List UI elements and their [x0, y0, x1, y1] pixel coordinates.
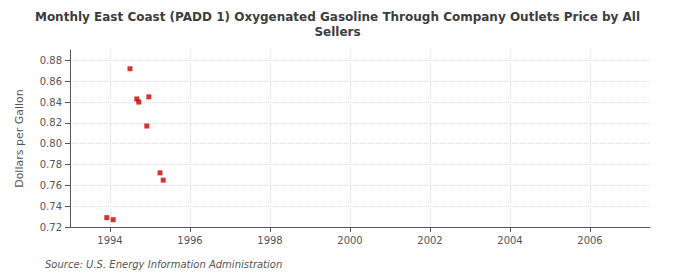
svg-text:1998: 1998 [257, 235, 282, 246]
svg-text:0.80: 0.80 [40, 138, 62, 149]
svg-text:0.72: 0.72 [40, 222, 62, 233]
svg-text:Source: U.S. Energy Informatio: Source: U.S. Energy Information Administ… [45, 259, 282, 270]
svg-text:0.82: 0.82 [40, 117, 62, 128]
svg-text:1994: 1994 [97, 235, 122, 246]
svg-text:Dollars per Gallon: Dollars per Gallon [13, 89, 26, 188]
svg-text:Sellers: Sellers [314, 25, 360, 39]
svg-text:2002: 2002 [417, 235, 442, 246]
svg-text:0.86: 0.86 [40, 76, 62, 87]
svg-text:2000: 2000 [337, 235, 362, 246]
svg-text:0.78: 0.78 [40, 159, 62, 170]
svg-text:0.76: 0.76 [40, 180, 62, 191]
svg-text:1996: 1996 [177, 235, 202, 246]
svg-text:0.74: 0.74 [40, 201, 62, 212]
svg-text:0.84: 0.84 [40, 97, 62, 108]
svg-text:Monthly East Coast (PADD 1) Ox: Monthly East Coast (PADD 1) Oxygenated G… [35, 10, 640, 24]
svg-text:2004: 2004 [497, 235, 522, 246]
svg-text:2006: 2006 [577, 235, 602, 246]
svg-text:0.88: 0.88 [40, 55, 62, 66]
